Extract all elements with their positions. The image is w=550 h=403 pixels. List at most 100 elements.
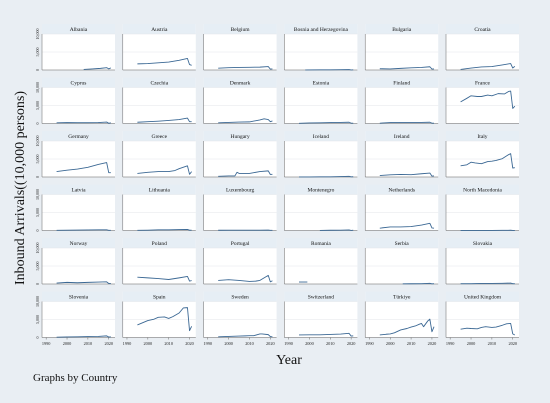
x-tick-label: 2010: [164, 341, 173, 346]
panel-strip: [42, 131, 115, 141]
panel-denmark: Denmark: [203, 77, 277, 124]
x-tick-label: 2010: [407, 341, 416, 346]
series-line-czechia: [137, 117, 192, 123]
series-line-ireland: [379, 172, 435, 177]
x-tick-label: 2020: [508, 341, 517, 346]
panel-title-bosnia-and-herzegovina: Bosnia and Herzegovina: [294, 27, 349, 33]
y-tick-label: 10,000: [35, 82, 41, 93]
panel-title-north-macedonia: North Macedonia: [463, 188, 502, 194]
panel-hungary: Hungary: [203, 131, 277, 178]
panel-strip: [203, 184, 277, 195]
panel-title-switzerland: Switzerland: [308, 295, 335, 301]
panel-lithuania: Lithuania: [122, 184, 196, 231]
series-line-belgium: [218, 66, 273, 70]
y-axis-label: Inbound Arrivals((10,000 persons): [13, 91, 28, 285]
panel-switzerland: Switzerland: [284, 291, 358, 338]
panel-strip: [365, 131, 439, 141]
x-tick-label: 2020: [185, 341, 194, 346]
panel-title-denmark: Denmark: [230, 81, 251, 87]
series-line-sweden: [218, 333, 273, 338]
panel-bulgaria: Bulgaria: [364, 24, 439, 71]
panel-title-ireland: Ireland: [394, 134, 410, 140]
panel-strip: [122, 77, 196, 88]
panel-title-montenegro: Montenegro: [307, 188, 334, 194]
panel-strip: [446, 24, 519, 34]
panel-grid: Albania 0 5,000 10,000 Austria Belgium Bosnia …: [35, 24, 519, 339]
panel-slovenia: Slovenia 0 5,000 10,000: [35, 291, 115, 339]
panel-strip: [122, 24, 196, 34]
x-tick-label: 1990: [284, 341, 293, 346]
series-line-finland: [379, 121, 435, 124]
panel-cyprus: Cyprus 0 5,000 10,000: [35, 77, 115, 125]
y-tick-label: 5,000: [35, 155, 41, 164]
x-tick-label: 2000: [467, 341, 476, 346]
panel-romania: Romania: [284, 238, 358, 285]
panel-title-austria: Austria: [151, 27, 168, 33]
x-tick-label: 2000: [224, 341, 233, 346]
panel-montenegro: Montenegro: [284, 184, 358, 231]
series-line-poland: [137, 275, 192, 282]
y-tick-label: 5,000: [35, 208, 41, 217]
series-line-lithuania: [137, 228, 192, 231]
panel-strip: [122, 184, 196, 195]
panel-strip: [365, 24, 439, 34]
series-line-slovenia: [56, 335, 111, 338]
panel-title-latvia: Latvia: [71, 188, 86, 194]
panel-title-united-kingdom: United Kingdom: [464, 295, 502, 301]
panel-strip: [42, 184, 115, 195]
series-line-spain: [137, 307, 193, 332]
panel-sweden: Sweden: [203, 291, 277, 338]
x-tick-label: 2020: [266, 341, 275, 346]
panel-serbia: Serbia: [364, 238, 439, 285]
x-tick-label: 1990: [123, 341, 132, 346]
panel-netherlands: Netherlands: [364, 184, 439, 231]
panel-strip: [203, 77, 277, 88]
panel-title-serbia: Serbia: [395, 241, 410, 247]
panel-title-sweden: Sweden: [231, 295, 249, 301]
x-tick-label: 2010: [488, 341, 497, 346]
panel-strip: [446, 291, 519, 302]
series-line-norway: [56, 281, 111, 284]
y-tick-label: 10,000: [35, 296, 41, 307]
panel-strip: [284, 131, 358, 141]
panel-title-norway: Norway: [70, 241, 88, 247]
panel-title-germany: Germany: [68, 134, 89, 140]
series-line-estonia: [298, 121, 354, 124]
panel-title-luxembourg: Luxembourg: [226, 188, 255, 194]
y-tick-label: 5,000: [35, 315, 41, 324]
series-line-italy: [460, 153, 515, 169]
panel-strip: [446, 238, 519, 248]
y-tick-label: 0: [35, 176, 40, 178]
panel-iceland: Iceland: [284, 131, 358, 178]
graphs-by-note: Graphs by Country: [33, 372, 118, 384]
y-tick-label: 5,000: [35, 262, 41, 271]
panel-austria: Austria: [122, 24, 196, 71]
panel-strip: [284, 238, 358, 248]
y-tick-label: 10,000: [35, 136, 41, 147]
panel-title-bulgaria: Bulgaria: [392, 27, 411, 33]
series-line-denmark: [218, 118, 273, 124]
panel-estonia: Estonia: [284, 77, 358, 124]
panel-strip: [42, 291, 115, 302]
panel-bosnia-and-herzegovina: Bosnia and Herzegovina: [284, 24, 358, 71]
panel-strip: [446, 184, 519, 195]
panel-title-slovenia: Slovenia: [69, 295, 89, 301]
series-line-bulgaria: [379, 66, 435, 70]
y-tick-label: 10,000: [35, 189, 41, 200]
x-tick-label: 1990: [203, 341, 212, 346]
panel-strip: [446, 131, 519, 141]
series-line-slovakia: [460, 282, 515, 285]
panel-strip: [122, 131, 196, 141]
panel-strip: [284, 291, 358, 302]
x-tick-label: 2010: [245, 341, 254, 346]
panel-title-finland: Finland: [393, 81, 410, 87]
series-line-germany: [56, 162, 111, 174]
x-tick-label: 1990: [42, 341, 51, 346]
panel-belgium: Belgium: [203, 24, 277, 71]
panel-strip: [42, 77, 115, 88]
panel-greece: Greece: [122, 131, 196, 178]
panel-strip: [365, 238, 439, 248]
panel-title-france: France: [475, 81, 491, 87]
